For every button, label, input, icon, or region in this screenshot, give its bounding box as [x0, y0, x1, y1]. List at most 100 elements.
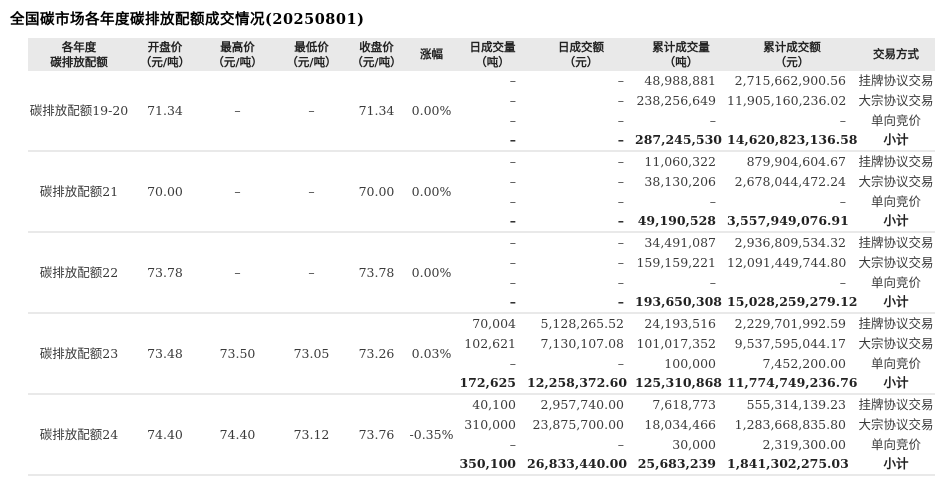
trade-method: 单向竞价 [870, 112, 921, 128]
cum-volume: 287,245,530 [635, 132, 722, 148]
table-row: – – 38,130,206 2,678,044,472.24 大宗协议交易 [28, 172, 935, 192]
trade-method: 大宗协议交易 [858, 254, 934, 270]
daily-amount: – [617, 132, 624, 148]
table-row: 碳排放配额24 74.40 74.40 73.12 73.76 -0.35% 4… [28, 394, 935, 442]
close-price: 70.00 [358, 183, 395, 199]
table-row: 碳排放配额21 70.00 – – 70.00 0.00% – – 11,060… [28, 151, 935, 199]
daily-amount: – [617, 73, 624, 88]
daily-volume: – [509, 112, 516, 128]
trade-method: 小计 [883, 456, 909, 472]
cum-volume: 25,683,239 [637, 456, 716, 472]
table-row: – – – – 单向竞价 [28, 273, 935, 293]
daily-volume: – [509, 154, 516, 169]
table-row: – – 238,256,649 11,905,160,236.02 大宗协议交易 [28, 91, 935, 111]
cum-volume: 100,000 [664, 355, 716, 371]
daily-volume: – [509, 193, 516, 209]
high-price: 73.50 [219, 345, 256, 361]
trade-method: 小计 [883, 213, 909, 229]
trade-method: 大宗协议交易 [858, 416, 934, 432]
daily-amount: 12,258,372.60 [527, 375, 628, 391]
cum-amount: 11,905,160,236.02 [727, 92, 847, 108]
cum-volume: 159,159,221 [636, 254, 716, 270]
cum-amount: 879,904,604.67 [746, 154, 846, 169]
daily-volume: – [509, 355, 516, 371]
cum-volume: 238,256,649 [636, 92, 716, 108]
cum-amount: – [839, 274, 846, 290]
daily-volume: – [509, 254, 516, 270]
daily-volume: – [509, 274, 516, 290]
low-price: 73.05 [293, 345, 330, 361]
trade-method: 小计 [883, 132, 909, 148]
trade-method: 挂牌协议交易 [858, 397, 934, 412]
subtotal-row: 350,100 26,833,440.00 25,683,239 1,841,3… [28, 454, 935, 475]
trade-method: 大宗协议交易 [858, 92, 934, 108]
header-row: 各年度 碳排放配额 开盘价 （元/吨） 最高价 （元/吨） 最低价 （元/吨） 收盘价（… [28, 38, 935, 71]
cum-amount: 2,715,662,900.56 [734, 73, 846, 88]
trade-method: 挂牌协议交易 [858, 235, 934, 250]
daily-volume: – [509, 294, 516, 310]
daily-amount: 5,128,265.52 [540, 316, 625, 331]
cum-volume: 11,060,322 [644, 154, 716, 169]
cum-volume: 34,491,087 [644, 235, 716, 250]
col-header-open-price: 开盘价 （元/吨） [130, 38, 200, 71]
daily-amount: 2,957,740.00 [540, 397, 625, 412]
daily-amount: 26,833,440.00 [527, 456, 628, 472]
cum-amount: – [839, 112, 846, 128]
cum-volume: 193,650,308 [635, 294, 722, 310]
cum-amount: – [839, 193, 846, 209]
daily-amount: 23,875,700.00 [532, 416, 624, 432]
daily-volume: – [509, 436, 516, 452]
table-row: 碳排放配额19-20 71.34 – – 71.34 0.00% – – 48,… [28, 71, 935, 118]
cum-volume: 48,988,881 [644, 73, 716, 88]
high-price: 74.40 [219, 426, 256, 442]
close-price: 73.76 [358, 426, 395, 442]
table-row: – – 30,000 2,319,300.00 单向竞价 [28, 435, 935, 455]
cum-volume: 7,618,773 [652, 397, 716, 412]
table-row: – – 159,159,221 12,091,449,744.80 大宗协议交易 [28, 253, 935, 273]
cum-amount: 2,678,044,472.24 [734, 173, 846, 189]
low-price: – [308, 264, 315, 280]
cum-volume: 24,193,516 [644, 316, 716, 331]
daily-volume: 102,621 [464, 335, 516, 351]
open-price: 73.48 [147, 345, 183, 361]
low-price: – [308, 183, 315, 199]
cum-volume: 125,310,868 [635, 375, 722, 391]
cum-amount: 9,537,595,044.17 [734, 335, 846, 351]
quota-name: 碳排放配额23 [39, 345, 119, 361]
quota-name: 碳排放配额21 [39, 183, 119, 199]
open-price: 74.40 [147, 426, 183, 442]
daily-amount: – [617, 92, 624, 108]
daily-amount: – [617, 235, 624, 250]
quota-name: 碳排放配额22 [39, 264, 119, 280]
daily-volume: 310,000 [464, 416, 516, 432]
cum-volume: 18,034,466 [644, 416, 716, 432]
cum-amount: 11,774,749,236.76 [727, 375, 858, 391]
col-header-low-price: 最低价 （元/吨） [275, 38, 348, 71]
daily-volume: 40,100 [472, 397, 516, 412]
cum-volume: 49,190,528 [637, 213, 716, 229]
daily-volume: – [509, 235, 516, 250]
trade-method: 小计 [883, 294, 909, 310]
col-header-trade-method: 交易方式 [857, 38, 935, 71]
cum-volume: – [709, 112, 716, 128]
trade-method: 单向竞价 [870, 355, 921, 371]
daily-amount: 7,130,107.08 [540, 335, 625, 351]
subtotal-row: – – 193,650,308 15,028,259,279.12 小计 [28, 292, 935, 313]
close-price: 71.34 [358, 102, 395, 118]
open-price: 71.34 [147, 102, 183, 118]
change-pct: 0.00% [411, 183, 452, 199]
cum-volume: – [709, 274, 716, 290]
col-header-change: 涨幅 [405, 38, 458, 71]
cum-amount: 2,229,701,992.59 [734, 316, 846, 331]
table-row: – – – – 单向竞价 [28, 111, 935, 131]
low-price: – [308, 102, 315, 118]
daily-volume: – [509, 213, 516, 229]
cum-amount: 555,314,139.23 [746, 397, 846, 412]
col-header-cum-volume: 累计成交量 （吨） [635, 38, 727, 71]
change-pct: 0.03% [411, 345, 452, 361]
cum-amount: 2,936,809,534.32 [734, 235, 846, 250]
low-price: 73.12 [293, 426, 330, 442]
daily-amount: – [617, 193, 624, 209]
subtotal-row: 172,625 12,258,372.60 125,310,868 11,774… [28, 373, 935, 394]
trade-method: 单向竞价 [870, 193, 921, 209]
